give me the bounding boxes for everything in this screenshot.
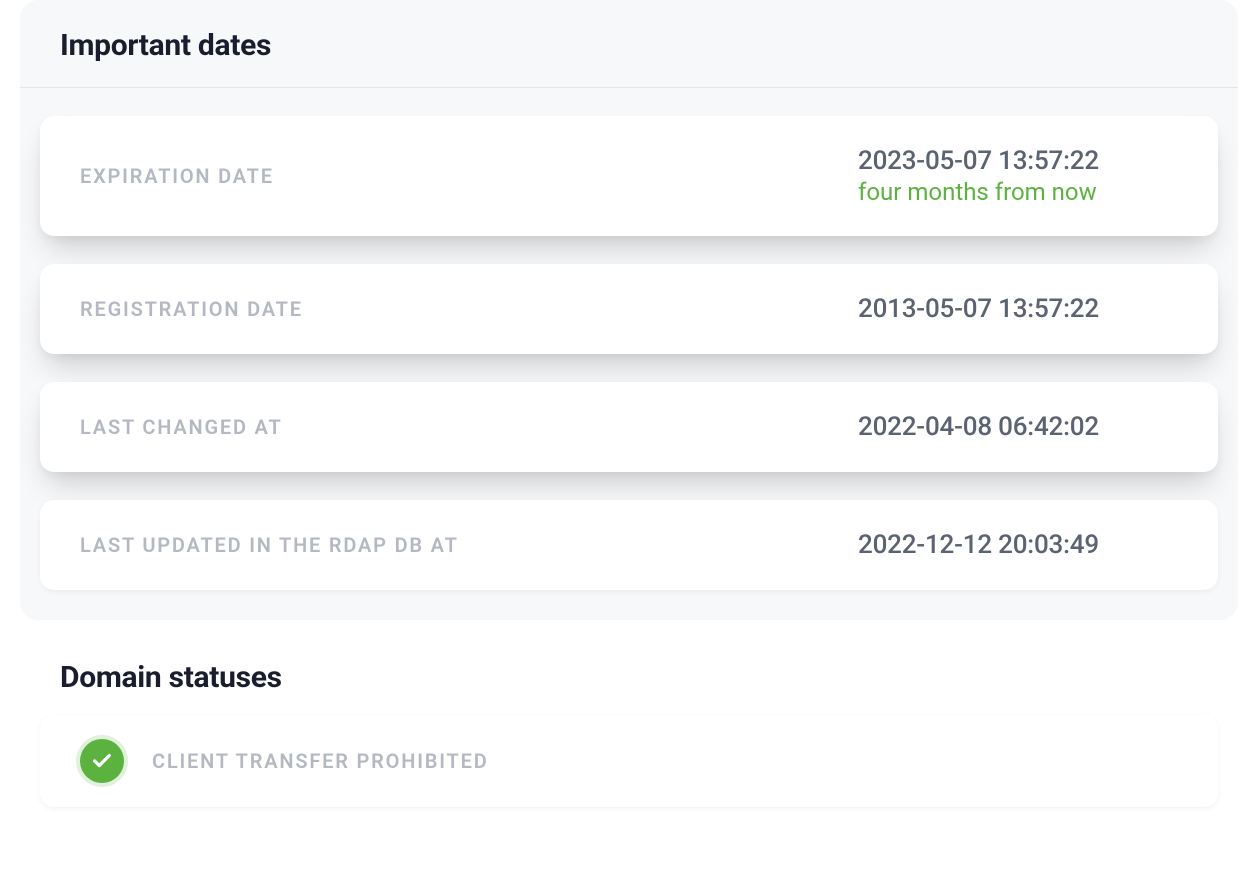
status-row: CLIENT TRANSFER PROHIBITED: [40, 715, 1218, 807]
dates-list: EXPIRATION DATE 2023-05-07 13:57:22 four…: [20, 88, 1238, 620]
date-row-value: 2022-04-08 06:42:02: [858, 412, 1178, 442]
domain-statuses-title: Domain statuses: [0, 620, 1258, 715]
date-row-value-container: 2023-05-07 13:57:22 four months from now: [858, 146, 1178, 206]
date-row-label: REGISTRATION DATE: [80, 297, 303, 321]
section-header: Important dates: [20, 0, 1238, 88]
important-dates-panel: Important dates EXPIRATION DATE 2023-05-…: [20, 0, 1238, 620]
date-row-label: LAST CHANGED AT: [80, 415, 283, 439]
date-row-last-changed: LAST CHANGED AT 2022-04-08 06:42:02: [40, 382, 1218, 472]
date-row-expiration: EXPIRATION DATE 2023-05-07 13:57:22 four…: [40, 116, 1218, 236]
date-row-value-container: 2022-04-08 06:42:02: [858, 412, 1178, 442]
date-row-value: 2022-12-12 20:03:49: [858, 530, 1178, 560]
check-icon: [80, 739, 124, 783]
date-row-value: 2023-05-07 13:57:22: [858, 146, 1178, 176]
status-label: CLIENT TRANSFER PROHIBITED: [152, 749, 489, 773]
date-row-value-container: 2013-05-07 13:57:22: [858, 294, 1178, 324]
date-row-rdap-update: LAST UPDATED IN THE RDAP DB AT 2022-12-1…: [40, 500, 1218, 590]
date-row-value-container: 2022-12-12 20:03:49: [858, 530, 1178, 560]
date-row-registration: REGISTRATION DATE 2013-05-07 13:57:22: [40, 264, 1218, 354]
date-row-label: EXPIRATION DATE: [80, 164, 274, 188]
date-row-relative: four months from now: [858, 178, 1178, 206]
date-row-label: LAST UPDATED IN THE RDAP DB AT: [80, 533, 459, 557]
section-title: Important dates: [60, 28, 1198, 63]
date-row-value: 2013-05-07 13:57:22: [858, 294, 1178, 324]
